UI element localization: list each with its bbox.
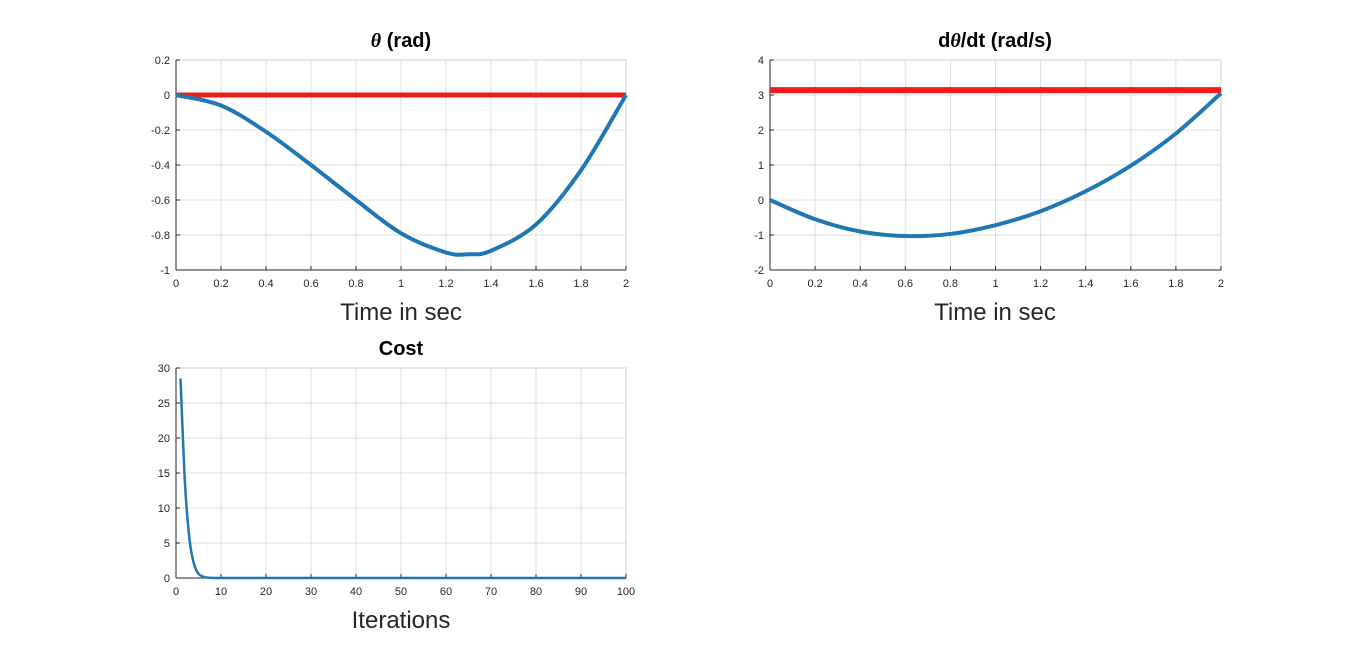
cost-y-tick-label: 0 [164, 573, 170, 585]
dtheta-x-tick-label: 0.2 [807, 278, 822, 290]
cost-y-tick-label: 10 [158, 503, 170, 515]
theta-y-tick-label: 0 [164, 90, 170, 102]
cost-y-tick-label: 15 [158, 468, 170, 480]
theta-x-tick-label: 1.4 [483, 278, 498, 290]
theta-y-tick-label: -0.2 [151, 125, 170, 137]
cost-axes-xlabel: Iterations [352, 607, 451, 634]
cost-x-tick-label: 10 [215, 586, 227, 598]
dtheta-x-tick-label: 0 [767, 278, 773, 290]
dtheta-y-tick-label: 0 [758, 195, 764, 207]
theta-y-tick-label: -0.4 [151, 160, 170, 172]
theta-y-tick-label: -0.6 [151, 195, 170, 207]
theta-x-tick-label: 2 [623, 278, 629, 290]
cost-y-tick-label: 25 [158, 398, 170, 410]
cost-x-tick-label: 100 [617, 586, 635, 598]
dtheta-title-rest: /dt (rad/s) [961, 30, 1052, 52]
cost-y-tick-label: 30 [158, 363, 170, 375]
cost-x-tick-label: 70 [485, 586, 497, 598]
dtheta-x-tick-label: 1.2 [1033, 278, 1048, 290]
theta-x-tick-label: 1.6 [528, 278, 543, 290]
dtheta-title-symbol: θ [950, 30, 961, 52]
dtheta-y-tick-label: -2 [754, 265, 764, 277]
theta-x-tick-label: 0.8 [348, 278, 363, 290]
cost-x-tick-label: 0 [173, 586, 179, 598]
theta-y-tick-label: 0.2 [155, 55, 170, 67]
cost-x-tick-label: 90 [575, 586, 587, 598]
dtheta-x-tick-label: 2 [1218, 278, 1224, 290]
theta-axes-xlabel: Time in sec [340, 299, 462, 326]
dtheta-y-tick-label: 4 [758, 55, 764, 67]
dtheta-axes-xlabel: Time in sec [934, 299, 1056, 326]
cost-series-0-line [179, 378, 626, 580]
theta-axes-title: θ (rad) [371, 30, 431, 52]
dtheta-x-tick-label: 0.6 [898, 278, 913, 290]
theta-title-symbol: θ [371, 30, 382, 52]
cost-x-tick-label: 50 [395, 586, 407, 598]
cost-x-tick-label: 30 [305, 586, 317, 598]
theta-title-rest: (rad) [381, 30, 431, 52]
dtheta-x-tick-label: 0.4 [853, 278, 868, 290]
dtheta-y-tick-label: 2 [758, 125, 764, 137]
cost-x-tick-label: 20 [260, 586, 272, 598]
dtheta-axes-title: dθ/dt (rad/s) [938, 30, 1052, 52]
cost-x-tick-label: 40 [350, 586, 362, 598]
theta-x-tick-label: 1 [398, 278, 404, 290]
cost-axes: 0 10 20 30 40 50 60 70 80 90 100 0 5 10 15 20 25 30 Cost It… [158, 338, 635, 634]
dtheta-x-tick-label: 1.8 [1168, 278, 1183, 290]
dtheta-axes: 0 0.2 0.4 0.6 0.8 1 1.2 1.4 1.6 1.8 2 -2 -1 0 1 2 3 4 dθ/… [754, 30, 1224, 326]
dtheta-series-1-line [769, 91, 1223, 239]
theta-x-tick-label: 0.2 [213, 278, 228, 290]
dtheta-x-tick-label: 1.6 [1123, 278, 1138, 290]
dtheta-y-tick-label: 3 [758, 90, 764, 102]
cost-axes-title: Cost [379, 338, 424, 360]
theta-x-tick-label: 1.2 [438, 278, 453, 290]
cost-x-tick-label: 80 [530, 586, 542, 598]
dtheta-x-tick-label: 1 [992, 278, 998, 290]
dtheta-x-tick-label: 1.4 [1078, 278, 1093, 290]
theta-x-tick-label: 0.6 [303, 278, 318, 290]
dtheta-y-tick-label: -1 [754, 230, 764, 242]
dtheta-y-tick-label: 1 [758, 160, 764, 172]
theta-x-tick-label: 0 [173, 278, 179, 290]
cost-y-tick-label: 20 [158, 433, 170, 445]
theta-y-tick-label: -0.8 [151, 230, 170, 242]
theta-axes: 0 0.2 0.4 0.6 0.8 1 1.2 1.4 1.6 1.8 2 -1 -0.8 -0.6 -0.… [151, 30, 629, 326]
theta-series-1-line [175, 93, 628, 257]
theta-x-tick-label: 1.8 [573, 278, 588, 290]
cost-x-tick-label: 60 [440, 586, 452, 598]
theta-y-tick-label: -1 [160, 265, 170, 277]
cost-y-tick-label: 5 [164, 538, 170, 550]
theta-x-tick-label: 0.4 [258, 278, 273, 290]
dtheta-title-prefix: d [938, 30, 950, 52]
dtheta-x-tick-label: 0.8 [943, 278, 958, 290]
